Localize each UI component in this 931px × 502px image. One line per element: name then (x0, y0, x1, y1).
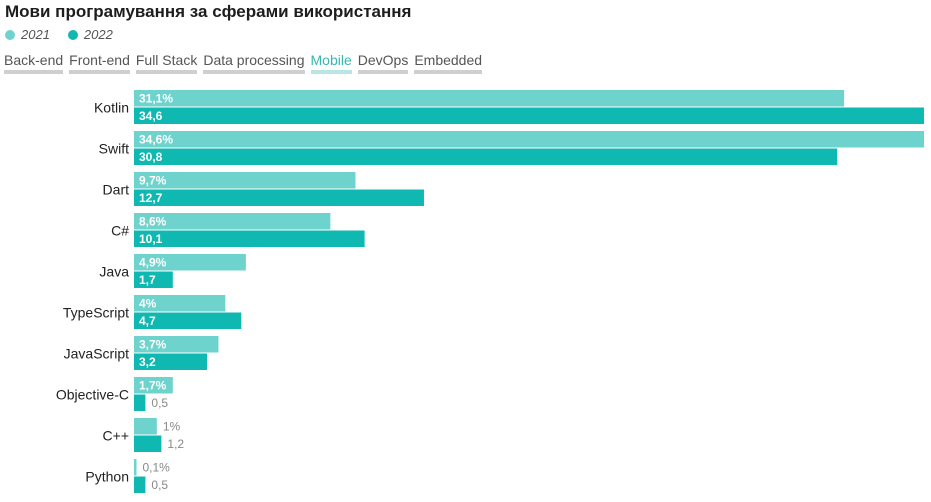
value-label-2022-javascript: 3,2 (139, 355, 156, 369)
bar-2021-c (134, 213, 331, 230)
value-label-2022-dart: 12,7 (139, 191, 163, 205)
value-label-2022-python: 0,5 (151, 478, 168, 492)
category-label-objective-c: Objective-C (56, 387, 129, 403)
legend-dot-2022 (67, 29, 78, 40)
legend-label-2021: 2021 (21, 27, 50, 42)
legend-label-2022: 2022 (83, 27, 113, 42)
bar-2021-java (134, 254, 246, 271)
value-label-2022-swift: 30,8 (139, 150, 163, 164)
category-label-java: Java (99, 264, 129, 280)
bar-2021-swift (134, 131, 924, 148)
bar-2021-typescript (134, 295, 226, 312)
bar-2022-typescript (134, 312, 242, 329)
value-label-2021-javascript: 3,7% (139, 338, 167, 352)
category-label-swift: Swift (99, 141, 129, 157)
value-label-2021-c: 1% (163, 420, 181, 434)
bar-2022-kotlin (134, 107, 924, 124)
bar-2022-java (134, 271, 173, 288)
bar-2022-python (134, 476, 146, 493)
category-label-dart: Dart (103, 182, 130, 198)
value-label-2021-dart: 9,7% (139, 174, 167, 188)
value-label-2021-python: 0,1% (143, 461, 171, 475)
bar-2021-c (134, 418, 157, 435)
tab-mobile[interactable]: Mobile (310, 51, 352, 74)
value-label-2022-java: 1,7 (139, 273, 156, 287)
category-label-kotlin: Kotlin (94, 100, 129, 116)
bar-2022-dart (134, 189, 424, 206)
tab-devops[interactable]: DevOps (357, 51, 409, 74)
category-label-python: Python (85, 469, 129, 485)
bar-2022-c (134, 230, 365, 247)
value-label-2022-typescript: 4,7 (139, 314, 156, 328)
legend: 2021 2022 (5, 27, 113, 42)
value-label-2022-c: 10,1 (139, 232, 163, 246)
bar-2021-javascript (134, 336, 219, 353)
bar-2022-c (134, 435, 162, 452)
tab-embedded[interactable]: Embedded (414, 51, 483, 74)
bar-2021-objective-c (134, 377, 173, 394)
bar-2022-swift (134, 148, 838, 165)
tab-front-end[interactable]: Front-end (69, 51, 130, 74)
category-tabs: Back-end Front-end Full Stack Data proce… (4, 51, 483, 74)
category-label-c: C++ (103, 428, 129, 444)
category-label-javascript: JavaScript (64, 346, 129, 362)
chart-title: Мови програмування за сферами використан… (5, 2, 412, 21)
value-label-2021-java: 4,9% (139, 256, 167, 270)
value-label-2022-kotlin: 34,6 (139, 109, 163, 123)
value-label-2021-swift: 34,6% (139, 133, 173, 147)
legend-dot-2021 (5, 29, 15, 40)
bar-2021-dart (134, 172, 356, 189)
tab-data-processing[interactable]: Data processing (203, 51, 305, 74)
bar-2022-objective-c (134, 394, 146, 411)
bar-2021-python (134, 459, 137, 476)
category-label-typescript: TypeScript (63, 305, 129, 321)
tab-full-stack[interactable]: Full Stack (135, 51, 198, 74)
bar-2022-javascript (134, 353, 208, 370)
value-label-2022-c: 1,2 (167, 437, 184, 451)
bar-2021-kotlin (134, 90, 845, 107)
value-label-2021-objective-c: 1,7% (139, 379, 167, 393)
tab-back-end[interactable]: Back-end (4, 51, 64, 74)
category-label-c: C# (111, 223, 129, 239)
legend-item-2022: 2022 (67, 27, 113, 42)
value-label-2021-c: 8,6% (139, 215, 167, 229)
value-label-2021-typescript: 4% (139, 297, 157, 311)
value-label-2021-kotlin: 31,1% (139, 92, 173, 106)
legend-item-2021: 2021 (5, 27, 50, 42)
value-label-2022-objective-c: 0,5 (151, 396, 168, 410)
